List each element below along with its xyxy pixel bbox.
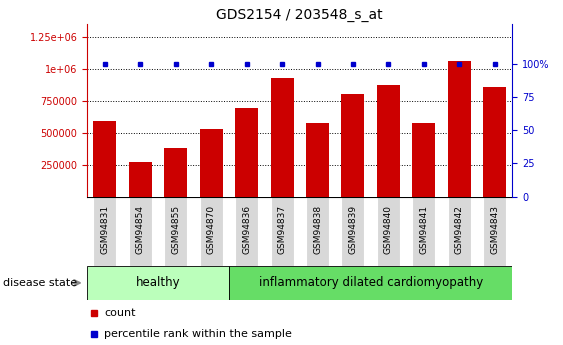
- Text: GSM94837: GSM94837: [278, 205, 287, 254]
- Title: GDS2154 / 203548_s_at: GDS2154 / 203548_s_at: [217, 8, 383, 22]
- Text: GSM94854: GSM94854: [136, 205, 145, 254]
- Bar: [93, 197, 117, 266]
- Bar: [483, 87, 506, 197]
- Text: GSM94840: GSM94840: [384, 205, 393, 254]
- Bar: [164, 197, 187, 266]
- Bar: [200, 197, 223, 266]
- Text: GSM94870: GSM94870: [207, 205, 216, 254]
- Text: GSM94842: GSM94842: [455, 205, 464, 254]
- Bar: [448, 61, 471, 197]
- Text: count: count: [104, 308, 136, 318]
- Text: GSM94836: GSM94836: [242, 205, 251, 254]
- Bar: [483, 197, 506, 266]
- Text: inflammatory dilated cardiomyopathy: inflammatory dilated cardiomyopathy: [258, 276, 482, 289]
- Text: GSM94855: GSM94855: [171, 205, 180, 254]
- Text: percentile rank within the sample: percentile rank within the sample: [104, 329, 292, 339]
- Bar: [341, 95, 364, 197]
- Bar: [235, 197, 258, 266]
- Bar: [200, 129, 223, 197]
- Bar: [271, 197, 293, 266]
- Bar: [229, 266, 512, 300]
- Bar: [377, 197, 400, 266]
- Text: GSM94838: GSM94838: [313, 205, 322, 254]
- Bar: [306, 123, 329, 197]
- Bar: [93, 121, 117, 197]
- Text: GSM94831: GSM94831: [100, 205, 109, 254]
- Bar: [377, 86, 400, 197]
- Bar: [271, 78, 293, 197]
- Bar: [448, 197, 471, 266]
- Text: healthy: healthy: [136, 276, 180, 289]
- Text: GSM94841: GSM94841: [419, 205, 428, 254]
- Bar: [87, 266, 229, 300]
- Bar: [129, 162, 152, 197]
- Bar: [412, 197, 435, 266]
- Bar: [164, 148, 187, 197]
- Bar: [412, 123, 435, 197]
- Text: disease state: disease state: [3, 278, 77, 288]
- Bar: [235, 108, 258, 197]
- Text: GSM94843: GSM94843: [490, 205, 499, 254]
- Bar: [129, 197, 152, 266]
- Bar: [341, 197, 364, 266]
- Text: GSM94839: GSM94839: [348, 205, 358, 254]
- Bar: [306, 197, 329, 266]
